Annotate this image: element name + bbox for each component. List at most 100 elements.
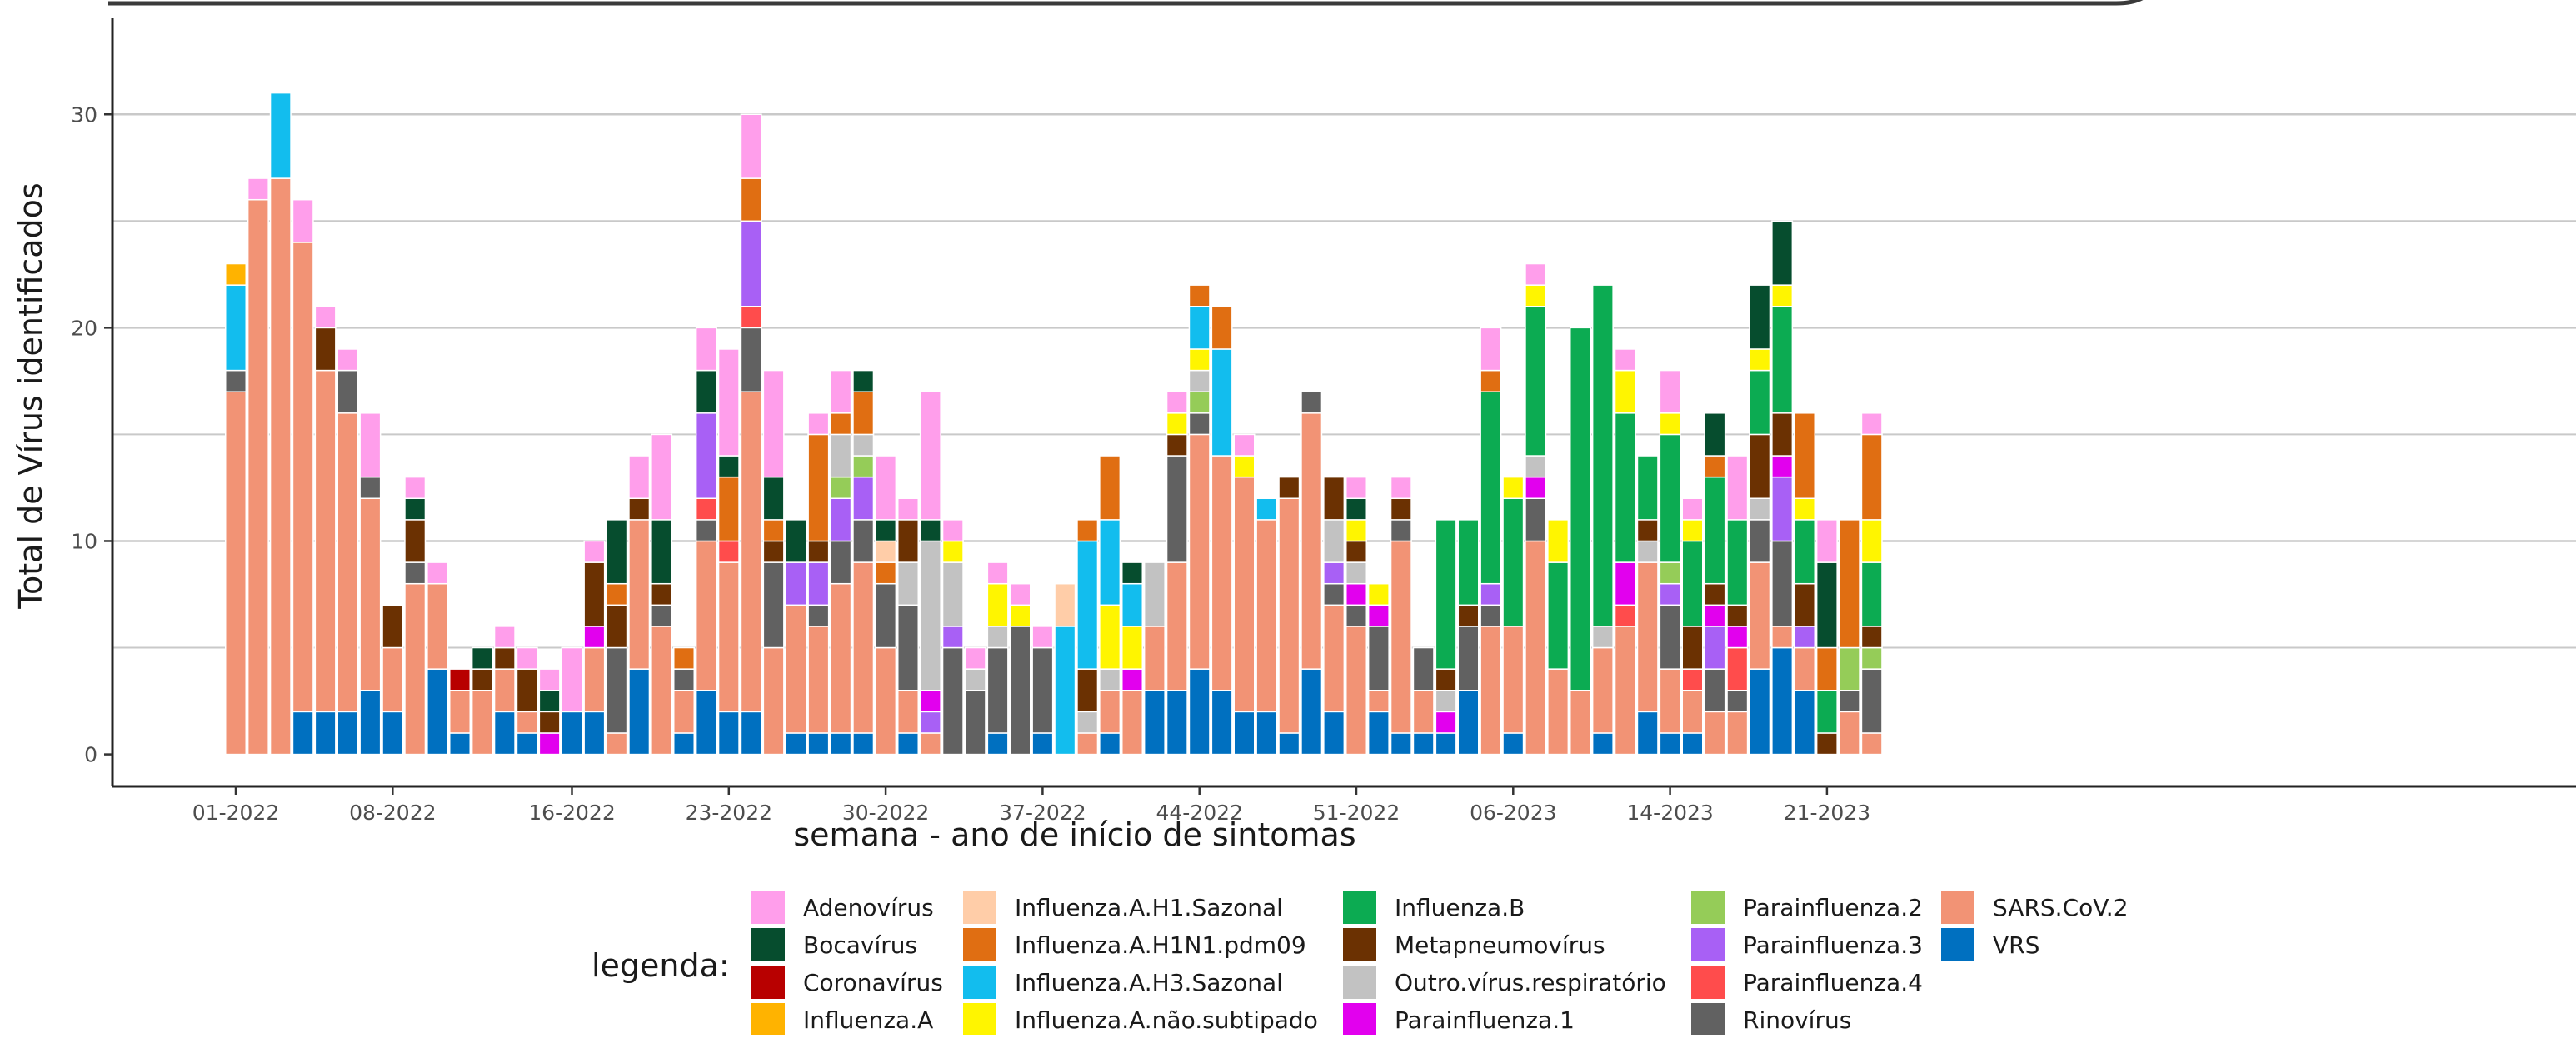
bar-segment <box>651 626 673 756</box>
legend-key <box>751 1003 785 1036</box>
bar-segment <box>1076 732 1099 756</box>
bar-segment <box>1591 626 1614 649</box>
legend-key <box>751 928 785 961</box>
x-tick-label: 06-2023 <box>1470 801 1556 825</box>
legend-key <box>963 1003 996 1036</box>
bar-segment <box>1188 668 1211 756</box>
bar-segment <box>941 646 964 756</box>
legend-key <box>963 891 996 924</box>
bar-segment <box>830 412 852 436</box>
bar-segment <box>1278 497 1300 734</box>
bar-segment <box>404 497 427 521</box>
bar-segment <box>717 455 740 478</box>
bar-segment <box>1659 604 1681 670</box>
bar-segment <box>1525 497 1547 542</box>
bar-segment <box>471 646 493 670</box>
bar-segment <box>852 433 875 457</box>
bar-segment <box>695 369 717 414</box>
bar-segment <box>830 540 852 585</box>
bar-segment <box>1099 690 1121 734</box>
bar-segment <box>1815 646 1838 691</box>
bar-segment <box>427 582 449 670</box>
bar-segment <box>1525 262 1547 286</box>
bar-segment <box>314 306 337 329</box>
bar-segment <box>1367 690 1390 713</box>
bar-segment <box>1435 711 1457 734</box>
bar-segment <box>1031 732 1054 756</box>
bar-segment <box>717 476 740 542</box>
bar-segment <box>673 646 695 670</box>
bar-segment <box>830 732 852 756</box>
bar-segment <box>1412 690 1435 734</box>
bar-segment <box>1704 412 1726 457</box>
bar-segment <box>830 476 852 500</box>
bar-segment <box>695 519 717 542</box>
bar-segment <box>986 582 1009 627</box>
bar-segment <box>1749 369 1771 436</box>
bar-segment <box>1614 626 1636 756</box>
bar-segment <box>673 668 695 691</box>
bar-segment <box>1771 306 1794 414</box>
bar-segment <box>1681 668 1704 691</box>
bar-segment <box>695 540 717 691</box>
bar-segment <box>1121 626 1143 670</box>
bar-segment <box>1838 711 1860 756</box>
legend-key <box>963 966 996 999</box>
bar-segment <box>314 327 337 372</box>
bar-segment <box>1009 604 1031 627</box>
bar-segment <box>449 668 471 691</box>
bar-segment <box>449 690 471 734</box>
bar-segment <box>1188 412 1211 436</box>
bar-segment <box>337 711 359 756</box>
bar-segment <box>1614 604 1636 627</box>
bar-segment <box>875 540 897 563</box>
bar-segment <box>1480 604 1502 627</box>
bar-segment <box>1076 519 1099 542</box>
bar-segment <box>762 476 785 521</box>
x-tick-label: 23-2022 <box>686 801 772 825</box>
bar-segment <box>1076 540 1099 670</box>
bar-segment <box>852 455 875 478</box>
bar-segment <box>561 646 583 713</box>
bar-segment <box>875 455 897 521</box>
bar-segment <box>717 561 740 713</box>
axes <box>111 18 2576 788</box>
bar-segment <box>1636 540 1659 563</box>
bar-segment <box>717 348 740 457</box>
bar-segment <box>986 732 1009 756</box>
bar-segment <box>1525 540 1547 756</box>
bar-segment <box>852 732 875 756</box>
bar-segment <box>1121 561 1143 585</box>
bar-segment <box>1794 690 1815 756</box>
bar-segment <box>1726 690 1749 713</box>
legend-label: Influenza.A.H1.Sazonal <box>1015 894 1283 921</box>
x-tick-label: 30-2022 <box>842 801 929 825</box>
bar-segment <box>1412 646 1435 691</box>
bar-segment <box>1815 519 1838 563</box>
bar-segment <box>493 626 516 649</box>
bar-segment <box>1233 711 1256 756</box>
bar-segment <box>516 732 538 756</box>
legend-label: Influenza.A.não.subtipado <box>1015 1006 1318 1034</box>
bar-segment <box>1256 711 1278 756</box>
bar-segment <box>1367 626 1390 691</box>
bar-segment <box>1591 646 1614 734</box>
bar-segment <box>359 476 382 500</box>
bar-segment <box>1749 497 1771 521</box>
bar-segment <box>1636 561 1659 713</box>
bar-segment <box>1570 690 1591 756</box>
legend-title: legenda: <box>592 947 730 984</box>
bar-segment <box>785 604 807 734</box>
bar-segment <box>919 540 941 691</box>
bar-segment <box>269 92 292 179</box>
bar-segment <box>1591 732 1614 756</box>
bar-segment <box>1860 412 1883 436</box>
x-tick-label: 14-2023 <box>1626 801 1713 825</box>
bar-segment <box>606 646 628 734</box>
bar-segment <box>247 177 269 201</box>
bar-segment <box>762 561 785 649</box>
bar-segment <box>1054 626 1076 756</box>
bar-segment <box>1815 561 1838 649</box>
bar-segment <box>561 711 583 756</box>
bar-segment <box>1233 433 1256 457</box>
